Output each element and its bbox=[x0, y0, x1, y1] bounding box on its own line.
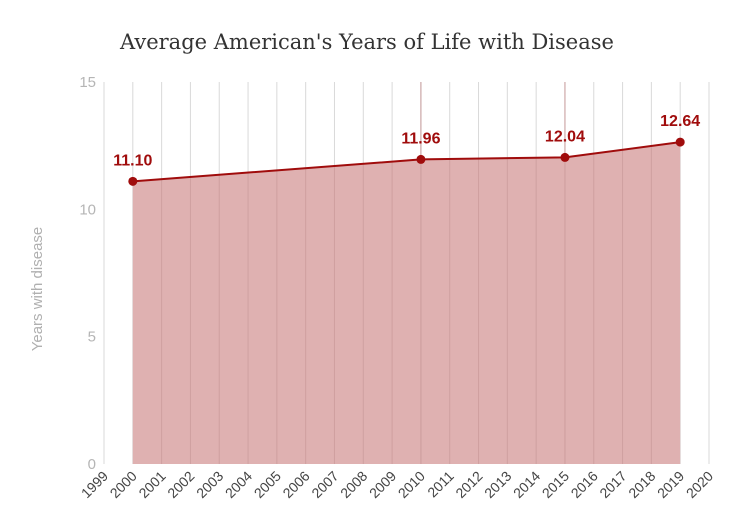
data-point bbox=[675, 137, 685, 147]
x-tick-label: 2014 bbox=[510, 468, 543, 501]
x-tick-label: 2008 bbox=[337, 468, 370, 501]
data-label: 11.10 bbox=[113, 152, 152, 169]
series-line bbox=[132, 141, 681, 183]
x-tick-label: 2017 bbox=[596, 468, 629, 501]
x-tick-label: 2002 bbox=[164, 468, 197, 501]
y-tick-label: 15 bbox=[79, 74, 96, 91]
x-tick-label: 2012 bbox=[452, 468, 485, 501]
area-fill bbox=[132, 142, 681, 465]
x-tick-label: 2009 bbox=[366, 468, 399, 501]
x-tick-label: 2015 bbox=[539, 468, 572, 501]
y-tick-label: 0 bbox=[88, 456, 96, 473]
x-tick-label: 2010 bbox=[395, 468, 428, 501]
chart-title: Average American's Years of Life with Di… bbox=[119, 30, 614, 54]
y-axis-ticks: 0 5 10 15 bbox=[79, 74, 96, 473]
data-label: 11.96 bbox=[401, 130, 440, 147]
x-tick-label: 2003 bbox=[193, 468, 226, 501]
y-axis-label: Years with disease bbox=[29, 227, 46, 352]
x-tick-label: 2013 bbox=[481, 468, 514, 501]
data-point bbox=[128, 176, 138, 186]
x-tick-label: 2001 bbox=[135, 468, 168, 501]
x-tick-label: 2020 bbox=[683, 468, 716, 501]
x-tick-label: 2007 bbox=[308, 468, 341, 501]
area-layer bbox=[132, 82, 681, 465]
data-label: 12.64 bbox=[660, 113, 700, 130]
x-axis-ticks: 1999200020012002200320042005200620072008… bbox=[78, 468, 716, 501]
x-tick-label: 2019 bbox=[654, 468, 687, 501]
x-tick-label: 2016 bbox=[568, 468, 601, 501]
data-point bbox=[560, 152, 570, 162]
x-tick-label: 1999 bbox=[78, 468, 111, 501]
data-label: 12.04 bbox=[545, 128, 585, 145]
data-points bbox=[128, 137, 685, 186]
x-tick-label: 2000 bbox=[107, 468, 140, 501]
x-tick-label: 2006 bbox=[279, 468, 312, 501]
data-point bbox=[416, 154, 426, 164]
x-tick-label: 2011 bbox=[424, 468, 457, 501]
y-tick-label: 10 bbox=[79, 201, 96, 218]
x-tick-label: 2018 bbox=[625, 468, 658, 501]
x-tick-label: 2005 bbox=[251, 468, 284, 501]
y-tick-label: 5 bbox=[88, 329, 96, 346]
x-tick-label: 2004 bbox=[222, 468, 255, 501]
data-labels: 11.10 11.96 12.04 12.64 bbox=[113, 113, 700, 169]
